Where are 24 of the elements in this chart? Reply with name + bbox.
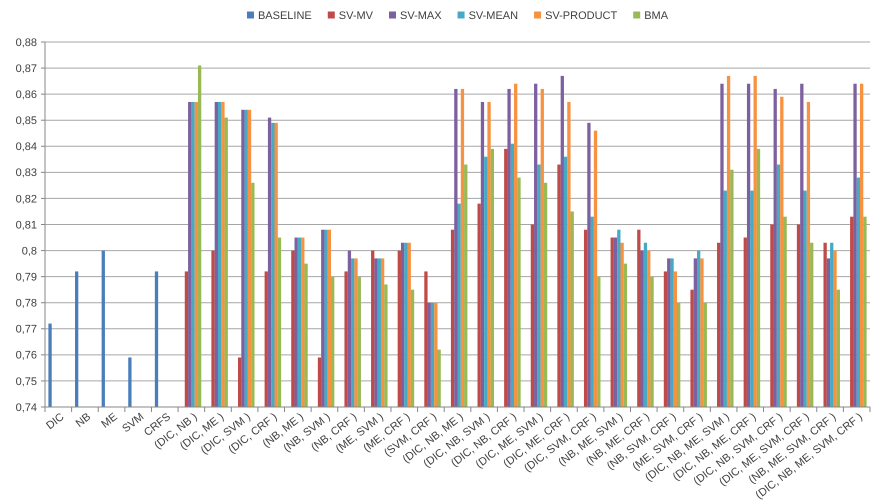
legend-label: SV-MEAN: [468, 10, 518, 22]
x-tick-label: ME: [99, 410, 120, 431]
legend-label: SV-MAX: [400, 10, 442, 22]
y-tick-label: 0,8: [22, 245, 37, 258]
y-tick-label: 0,85: [16, 115, 37, 128]
y-tick-label: 0,81: [16, 219, 37, 232]
y-tick-label: 0,78: [16, 298, 37, 310]
x-tick-label: DIC: [44, 410, 67, 432]
y-tick-label: 0,79: [16, 271, 37, 284]
x-tick-label: NB: [74, 410, 94, 430]
y-tick-label: 0,86: [16, 88, 37, 101]
y-tick-label: 0,74: [16, 402, 37, 414]
legend-label: SV-PRODUCT: [545, 10, 618, 22]
legend-label: SV-MV: [338, 10, 374, 22]
y-tick-label: 0,84: [16, 141, 37, 154]
legend-label: BMA: [644, 10, 669, 22]
y-tick-label: 0,87: [16, 62, 37, 75]
y-tick-label: 0,77: [16, 324, 37, 336]
y-tick-label: 0,76: [16, 350, 37, 362]
y-tick-label: 0,82: [16, 193, 37, 206]
y-tick-label: 0,83: [16, 167, 37, 180]
y-tick-label: 0,88: [16, 36, 37, 49]
y-tick-label: 0,75: [16, 376, 37, 388]
legend-label: BASELINE: [258, 10, 312, 22]
